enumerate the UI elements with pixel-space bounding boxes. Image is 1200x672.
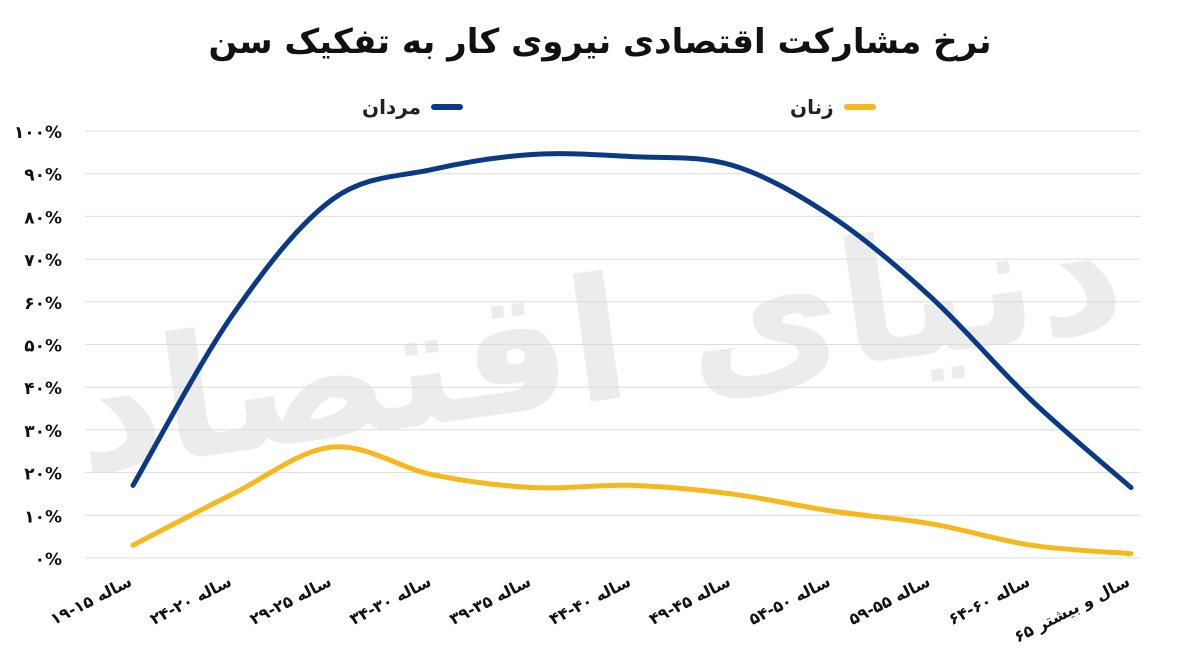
- x-tick-label: ۳۴-۳۰ ساله: [347, 572, 435, 629]
- y-tick-label: ۱۰%: [24, 507, 62, 527]
- legend-item-men: مردان: [362, 92, 464, 122]
- legend-swatch-men: [431, 104, 464, 110]
- series-line-men: [130, 151, 1134, 491]
- x-tick-label: ۶۴-۶۰ ساله: [945, 572, 1033, 629]
- y-tick-label: ۵۰%: [24, 337, 62, 357]
- gridlines: [85, 130, 1140, 559]
- y-axis: ۰% ۱۰% ۲۰% ۳۰% ۴۰% ۵۰% ۶۰% ۷۰% ۸۰% ۹۰% ۱۰۰%: [14, 123, 62, 570]
- chart-title: نرخ مشارکت اقتصادی نیروی کار به تفکیک سن: [208, 22, 992, 62]
- x-tick-label: ۲۴-۲۰ ساله: [147, 572, 235, 629]
- y-tick-label: ۹۰%: [24, 166, 62, 186]
- y-tick-label: ۸۰%: [24, 208, 62, 228]
- x-tick-label: ۴۹-۴۵ ساله: [646, 572, 734, 629]
- series-line-women: [130, 444, 1134, 557]
- legend-swatch-women: [843, 104, 876, 110]
- y-tick-label: ۱۰۰%: [14, 123, 62, 143]
- x-tick-label: ۱۹-۱۵ ساله: [47, 572, 135, 629]
- y-tick-label: ۷۰%: [24, 251, 62, 271]
- x-tick-label: ۵۴-۵۰ ساله: [746, 572, 834, 629]
- y-tick-label: ۴۰%: [24, 379, 62, 399]
- legend-item-women: زنان: [790, 92, 876, 122]
- legend-label-women: زنان: [790, 95, 834, 119]
- y-tick-label: ۶۰%: [24, 294, 62, 314]
- legend-label-men: مردان: [362, 95, 422, 119]
- y-tick-label: ۳۰%: [24, 422, 62, 442]
- y-tick-label: ۰%: [35, 550, 62, 570]
- x-tick-label: ۳۹-۳۵ ساله: [446, 572, 534, 629]
- y-tick-label: ۲۰%: [24, 465, 62, 485]
- x-tick-label: ۴۴-۴۰ ساله: [546, 572, 634, 629]
- series-lines: [130, 151, 1134, 557]
- x-tick-label: ۲۹-۲۵ ساله: [247, 572, 335, 629]
- x-tick-label: ۵۹-۵۵ ساله: [846, 572, 934, 629]
